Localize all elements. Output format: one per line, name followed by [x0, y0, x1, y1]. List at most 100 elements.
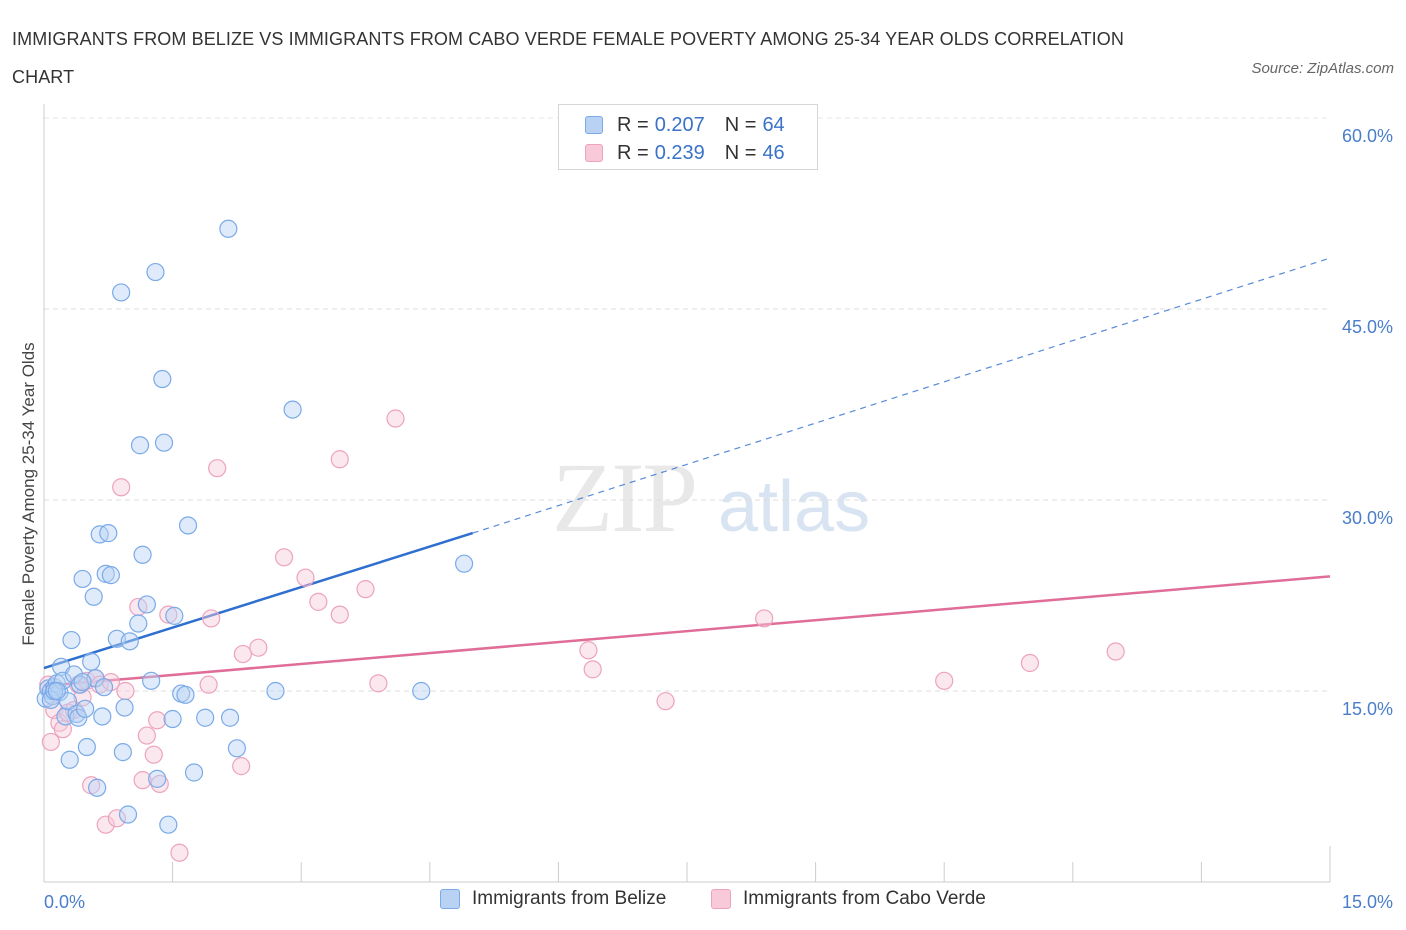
data-point — [148, 769, 167, 788]
x-tick-label: 0.0% — [44, 892, 85, 912]
legend-row-cabo-verde: R = 0.239 N = 46 — [585, 140, 785, 166]
n-label: N = — [724, 141, 757, 164]
legend-label: Immigrants from Belize — [472, 888, 667, 909]
y-axis-title: Female Poverty Among 25-34 Year Olds — [19, 342, 38, 645]
data-points — [36, 219, 1125, 862]
y-tick-label: 60.0% — [1342, 126, 1393, 146]
data-point — [583, 660, 602, 679]
data-point — [60, 750, 79, 769]
y-tick-label: 45.0% — [1342, 317, 1393, 337]
data-point — [296, 568, 315, 587]
data-point — [283, 400, 302, 419]
data-point — [144, 745, 163, 764]
data-point — [219, 219, 238, 238]
data-point — [1020, 653, 1040, 673]
data-point — [77, 737, 96, 757]
data-point — [112, 283, 131, 302]
data-point — [159, 605, 178, 624]
legend-label: Immigrants from Cabo Verde — [743, 888, 986, 909]
data-point — [579, 641, 598, 660]
data-point — [73, 672, 92, 692]
data-point — [165, 606, 184, 625]
y-tick-label: 30.0% — [1342, 508, 1393, 528]
series-legend: Immigrants from Belize Immigrants from C… — [0, 888, 1406, 916]
data-point — [220, 708, 240, 727]
trend-line-1 — [43, 575, 1331, 688]
r-label: R = — [617, 113, 649, 136]
grid-lines — [44, 117, 1330, 692]
data-point — [82, 652, 101, 671]
data-point — [227, 739, 246, 758]
axes — [43, 104, 1331, 883]
r-value: 0.239 — [654, 141, 705, 164]
data-point — [159, 815, 178, 834]
n-label: N = — [724, 113, 757, 136]
data-point — [1106, 642, 1125, 661]
trend-extension-0 — [472, 257, 1331, 534]
legend-row-belize: R = 0.207 N = 64 — [585, 112, 785, 138]
data-point — [70, 675, 90, 694]
data-point — [184, 763, 204, 782]
r-value: 0.207 — [654, 113, 705, 136]
data-point — [113, 743, 132, 762]
data-point — [112, 478, 131, 497]
data-point — [84, 587, 103, 606]
data-point — [196, 708, 215, 727]
data-point — [137, 595, 156, 614]
data-point — [755, 609, 774, 628]
cabo-verde-swatch — [711, 889, 731, 909]
data-point — [208, 459, 227, 478]
data-point — [356, 580, 375, 599]
data-point — [129, 614, 148, 633]
data-point — [73, 569, 92, 589]
chart-title: IMMIGRANTS FROM BELIZE VS IMMIGRANTS FRO… — [12, 29, 1124, 87]
data-point — [309, 592, 328, 611]
y-tick-label: 15.0% — [1342, 699, 1393, 719]
watermark-zip: ZIP — [552, 442, 698, 553]
belize-swatch — [440, 889, 460, 909]
data-point — [118, 805, 138, 824]
data-point — [88, 778, 107, 797]
data-point — [274, 548, 294, 567]
data-point — [120, 632, 139, 651]
r-label: R = — [617, 141, 649, 164]
data-point — [233, 644, 253, 664]
data-point — [130, 436, 150, 455]
source-label: Source: ZipAtlas.com — [1251, 60, 1394, 77]
data-point — [148, 711, 167, 730]
data-point — [266, 681, 285, 701]
data-point — [369, 674, 388, 693]
data-point — [96, 815, 115, 834]
data-point — [176, 685, 195, 704]
x-tick-label: 15.0% — [1342, 892, 1393, 912]
data-point — [47, 681, 66, 701]
cabo-verde-swatch — [585, 144, 603, 162]
data-point — [199, 675, 218, 694]
data-point — [249, 638, 268, 657]
data-point — [76, 699, 95, 718]
data-point — [386, 409, 405, 428]
legend-item-belize[interactable]: Immigrants from Belize — [440, 888, 666, 910]
data-point — [99, 524, 118, 543]
data-point — [412, 681, 431, 701]
n-value: 64 — [762, 113, 785, 136]
data-point — [935, 671, 954, 690]
legend-item-cabo-verde[interactable]: Immigrants from Cabo Verde — [711, 888, 986, 910]
data-point — [101, 566, 120, 585]
trend-line-0 — [43, 531, 474, 670]
data-point — [137, 726, 156, 745]
data-point — [170, 843, 189, 862]
watermark-atlas: atlas — [718, 467, 871, 547]
n-value: 46 — [762, 141, 785, 164]
data-point — [133, 771, 152, 790]
data-point — [154, 433, 174, 452]
data-point — [116, 681, 135, 701]
data-point — [150, 774, 169, 794]
data-point — [656, 692, 675, 711]
data-point — [330, 450, 349, 469]
trend-lines — [43, 257, 1331, 688]
data-point — [202, 609, 221, 628]
data-point — [115, 698, 134, 717]
data-point — [133, 545, 152, 564]
data-point — [94, 678, 114, 697]
